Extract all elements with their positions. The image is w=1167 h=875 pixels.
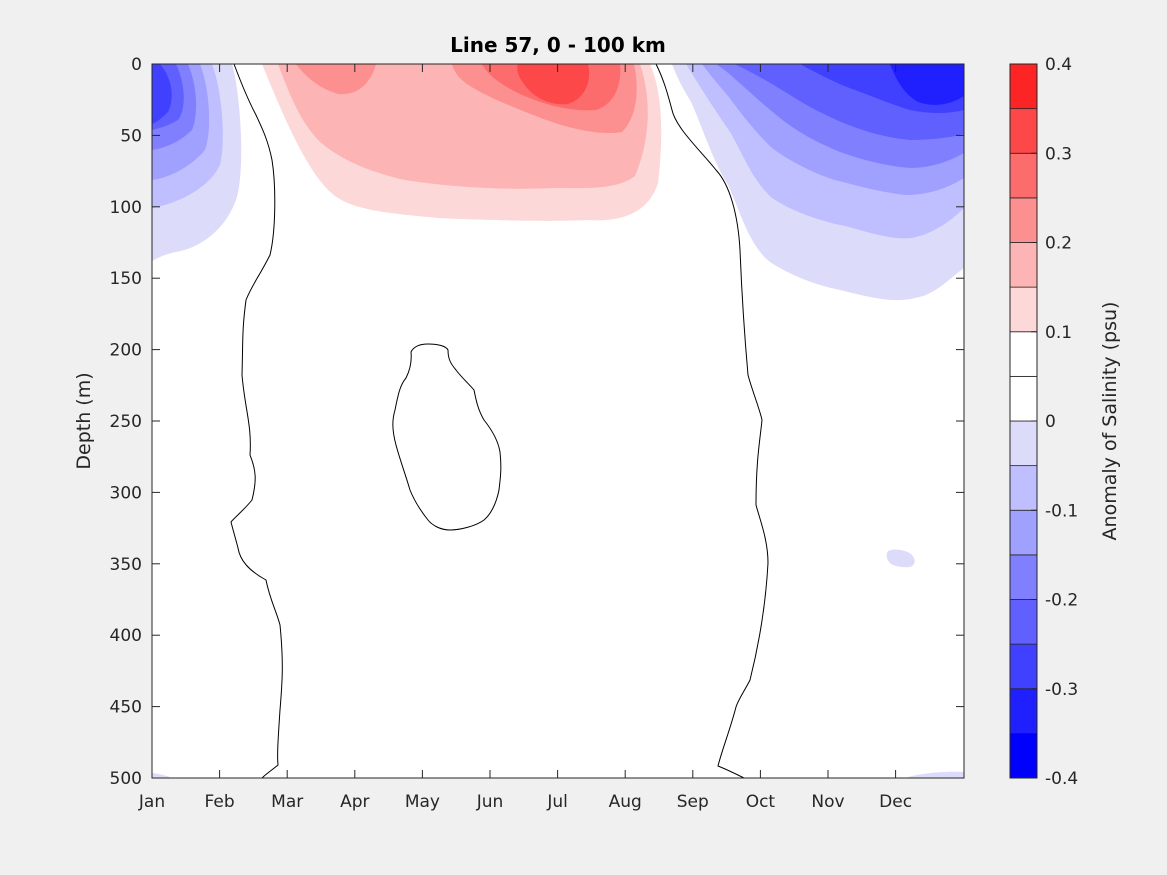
x-tick-label: Jan (138, 792, 165, 812)
colorbar-band (1009, 420, 1038, 467)
colorbar-tick-label: -0.4 (1045, 769, 1078, 789)
x-axis-ticks: Jan Feb Mar Apr May Jun Jul Aug Sep Oct Nov Dec (138, 64, 912, 812)
contour-band (152, 773, 172, 778)
x-tick-label: Jul (546, 792, 568, 812)
y-tick-label: 350 (110, 555, 142, 575)
colorbar-band (1009, 331, 1038, 377)
y-axis-title: Depth (m) (73, 372, 95, 469)
colorbar-band (1009, 732, 1038, 779)
y-tick-label: 200 (110, 341, 142, 361)
colorbar-tick-label: -0.1 (1045, 501, 1078, 521)
colorbar-band (1009, 509, 1038, 556)
x-tick-label: May (405, 792, 440, 812)
x-tick-label: Nov (811, 792, 844, 812)
zero-contour-line (230, 63, 283, 779)
colorbar-band (1009, 152, 1038, 199)
contour-fills (152, 64, 964, 778)
y-tick-label: 150 (110, 269, 142, 289)
x-tick-label: Dec (879, 792, 912, 812)
contour-band (905, 771, 964, 778)
y-tick-label: 100 (110, 198, 142, 218)
chart-title: Line 57, 0 - 100 km (450, 33, 666, 57)
x-tick-label: Jun (476, 792, 504, 812)
colorbar-band (1009, 63, 1038, 110)
x-tick-label: Mar (271, 792, 303, 812)
zero-contours (230, 63, 769, 779)
colorbar-band (1009, 108, 1038, 154)
y-axis-ticks: 0 50 100 150 200 250 300 350 400 450 500 (110, 55, 964, 789)
colorbar-band (1009, 242, 1038, 288)
contour-band (152, 64, 172, 124)
colorbar-tick-label: 0.3 (1045, 144, 1072, 164)
colorbar-band (1009, 197, 1038, 243)
colorbar-tick-label: 0.2 (1045, 234, 1072, 254)
plot-area: Jan Feb Mar Apr May Jun Jul Aug Sep Oct Nov Dec 0 50… (110, 55, 965, 812)
colorbar-tick-label: 0.1 (1045, 323, 1072, 343)
y-tick-label: 250 (110, 412, 142, 432)
colorbar-tick-label: 0.4 (1045, 55, 1072, 75)
colorbar-band (1009, 688, 1038, 734)
y-tick-label: 500 (110, 769, 142, 789)
contour-band (296, 64, 376, 95)
x-tick-label: Apr (340, 792, 369, 812)
x-tick-label: Aug (609, 792, 642, 812)
colorbar-tick-label: 0 (1045, 412, 1056, 432)
y-tick-label: 0 (131, 55, 142, 75)
contour-band (886, 549, 915, 568)
colorbar-title: Anomaly of Salinity (psu) (1099, 302, 1121, 541)
x-tick-label: Oct (746, 792, 776, 812)
zero-contour-line (655, 63, 769, 779)
y-tick-label: 400 (110, 626, 142, 646)
contour-band (517, 64, 590, 105)
colorbar-band (1009, 375, 1038, 422)
colorbar-band (1009, 286, 1038, 333)
colorbar-band (1009, 554, 1038, 600)
contour-band (890, 64, 964, 105)
colorbar-band (1009, 465, 1038, 511)
colorbar-ticks: -0.4 -0.3 -0.2 -0.1 0 0.1 0.2 0.3 0.4 (1031, 55, 1078, 789)
y-tick-label: 300 (110, 483, 142, 503)
colorbar-tick-label: -0.2 (1045, 591, 1078, 611)
x-tick-label: Sep (677, 792, 709, 812)
y-tick-label: 450 (110, 698, 142, 718)
colorbar-band (1009, 643, 1038, 690)
x-tick-label: Feb (205, 792, 235, 812)
y-tick-label: 50 (120, 126, 142, 146)
colorbar: -0.4 -0.3 -0.2 -0.1 0 0.1 0.2 0.3 0.4 Anomaly of… (1009, 55, 1121, 789)
colorbar-band (1009, 599, 1038, 645)
colorbar-tick-label: -0.3 (1045, 680, 1078, 700)
zero-contour-line (392, 343, 502, 531)
